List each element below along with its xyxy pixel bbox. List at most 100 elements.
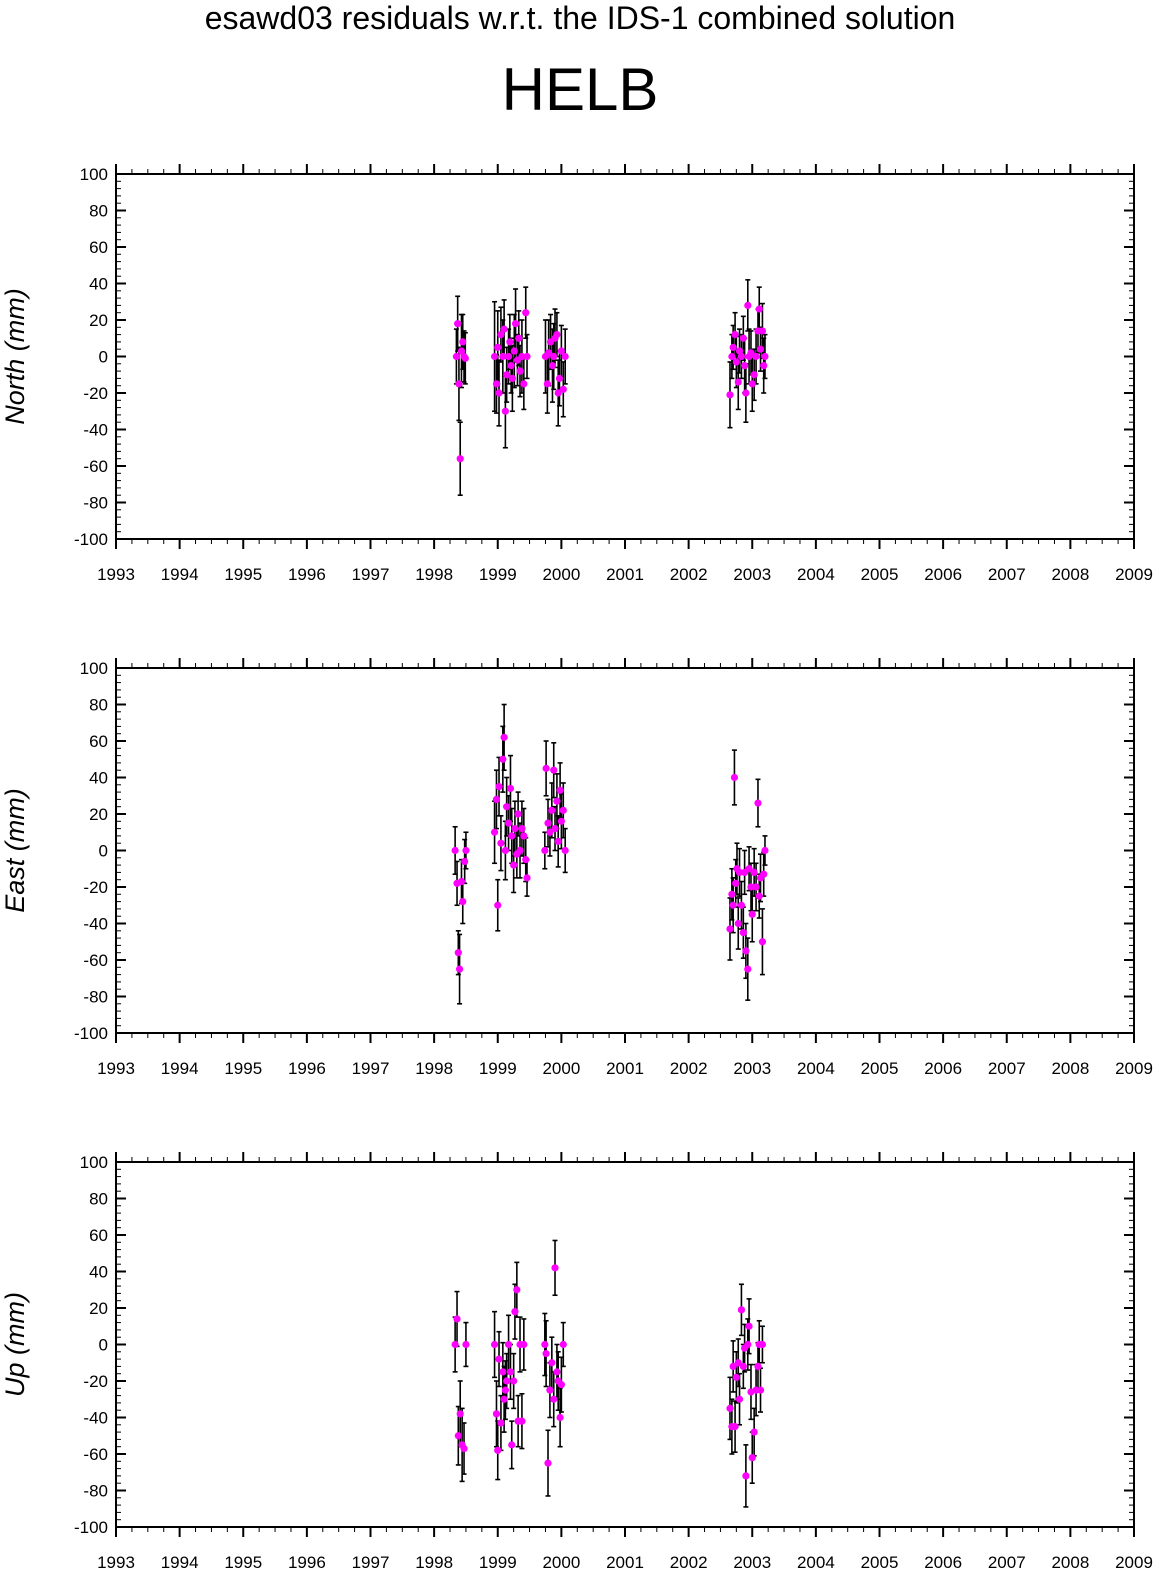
data-point	[460, 1444, 468, 1453]
x-tick-label: 1993	[97, 565, 135, 584]
data-point	[548, 806, 556, 814]
x-tick-label: 1998	[415, 1553, 453, 1572]
data-point	[728, 352, 736, 361]
data-point	[747, 349, 755, 357]
data-point	[515, 334, 523, 342]
data-point	[761, 352, 769, 361]
data-point	[546, 828, 554, 836]
data-point	[454, 1432, 462, 1440]
data-point	[734, 1359, 742, 1367]
data-point	[506, 1368, 515, 1376]
data-point	[455, 380, 463, 388]
y-tick-label: 100	[80, 1153, 108, 1172]
data-point	[726, 391, 734, 399]
data-point	[514, 810, 522, 818]
data-point	[742, 389, 750, 397]
x-tick-label: 1993	[97, 1059, 135, 1078]
x-tick-label: 1994	[161, 1059, 199, 1078]
data-point	[510, 861, 518, 869]
y-tick-label: 20	[89, 1299, 108, 1318]
data-point	[451, 1340, 459, 1349]
x-tick-label: 2008	[1051, 1059, 1089, 1078]
data-point	[461, 857, 469, 866]
data-point	[518, 352, 526, 361]
data-point	[554, 389, 562, 397]
x-tick-label: 1994	[161, 565, 199, 584]
data-point	[523, 352, 531, 361]
y-tick-label: 20	[89, 805, 108, 824]
panel-1: 1993 1994 1995 1996 1997 1998 1999 2000 2001 2002…	[0, 164, 1153, 584]
data-point	[494, 343, 502, 351]
y-tick-label: 60	[89, 732, 108, 751]
y-tick-label: 0	[99, 842, 108, 861]
x-tick-label: 1994	[161, 1553, 199, 1572]
y-tick-label: -60	[83, 951, 108, 970]
data-point	[744, 965, 752, 973]
y-tick-label: 100	[80, 165, 108, 184]
data-point	[728, 890, 736, 898]
data-point	[492, 795, 501, 804]
data-point	[520, 832, 528, 840]
data-point	[559, 806, 567, 814]
data-point	[506, 784, 515, 793]
data-point	[453, 1315, 461, 1323]
data-point	[495, 389, 503, 397]
x-tick-label: 1997	[352, 1553, 390, 1572]
y-tick-label: -20	[83, 384, 108, 403]
data-point	[500, 733, 508, 741]
data-point	[551, 1264, 559, 1272]
data-point	[503, 803, 511, 811]
data-point	[454, 949, 462, 957]
data-point	[734, 378, 742, 386]
data-point	[734, 919, 742, 928]
y-tick-label: 80	[89, 1190, 108, 1209]
data-point	[490, 828, 499, 836]
data-point	[761, 846, 769, 855]
data-point	[750, 868, 758, 877]
x-tick-label: 2001	[606, 1553, 644, 1572]
data-point	[504, 1340, 513, 1349]
y-tick-label: 40	[89, 769, 108, 788]
y-tick-label: 0	[99, 348, 108, 367]
data-point	[548, 362, 557, 370]
x-tick-label: 2007	[988, 1553, 1026, 1572]
plot-frame	[115, 667, 1135, 1034]
data-point	[457, 877, 466, 886]
panel-2: 1993 1994 1995 1996 1997 1998 1999 2000 2001 2002…	[0, 658, 1153, 1078]
data-point	[495, 1355, 503, 1363]
data-point	[750, 1428, 758, 1436]
station-name: HELB	[501, 56, 659, 123]
data-point	[504, 352, 513, 361]
data-point	[551, 825, 559, 833]
data-point	[729, 1362, 737, 1370]
data-point	[548, 1359, 556, 1367]
data-point	[554, 837, 562, 845]
data-point	[729, 343, 737, 351]
data-point	[508, 374, 516, 382]
data-point	[748, 380, 756, 388]
x-tick-label: 2009	[1115, 565, 1153, 584]
data-point	[755, 892, 763, 900]
x-tick-label: 1999	[479, 565, 517, 584]
data-point	[756, 345, 765, 353]
data-point	[501, 846, 509, 855]
x-tick-label: 2000	[542, 1059, 580, 1078]
data-point	[732, 358, 740, 366]
data-point	[511, 825, 519, 833]
data-point	[541, 1340, 549, 1349]
x-tick-label: 2006	[924, 1059, 962, 1078]
data-point	[737, 901, 746, 909]
data-point	[522, 856, 530, 864]
data-point	[755, 305, 763, 313]
data-point	[507, 362, 515, 370]
x-tick-label: 1998	[415, 565, 453, 584]
data-point	[503, 371, 511, 379]
y-tick-label: -100	[74, 1024, 108, 1043]
data-point	[497, 1419, 505, 1427]
data-point	[731, 1423, 739, 1431]
data-point	[745, 865, 753, 873]
data-point	[559, 385, 567, 393]
data-point	[750, 371, 758, 379]
y-tick-label: 60	[89, 1226, 108, 1245]
y-tick-label: -100	[74, 530, 108, 549]
